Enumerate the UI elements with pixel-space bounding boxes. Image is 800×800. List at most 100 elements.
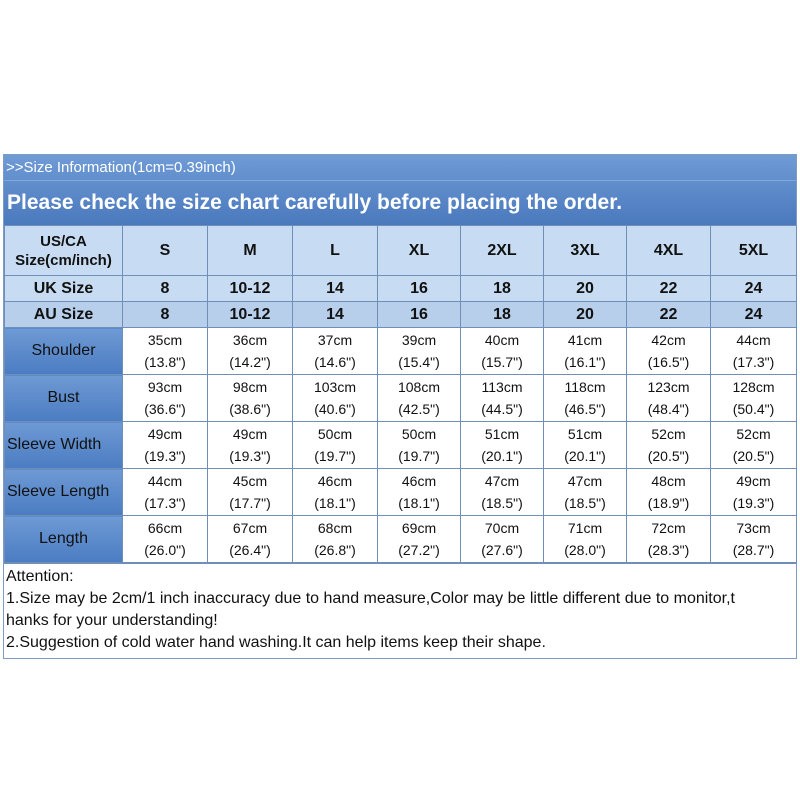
inch-value: (15.7") xyxy=(481,354,523,370)
sleeve-length-cell: 49cm (19.3") xyxy=(710,468,797,516)
inch-value: (16.1") xyxy=(564,354,606,370)
cm-value: 98cm xyxy=(232,379,268,395)
inch-value: (19.3") xyxy=(229,448,271,464)
au-size-value: 10-12 xyxy=(207,301,293,328)
inch-value: (27.6") xyxy=(481,542,523,558)
uk-size-value: 24 xyxy=(710,275,797,302)
cm-value: 47cm xyxy=(484,473,520,489)
cm-value: 50cm xyxy=(401,426,437,442)
size-table: US/CA Size(cm/inch) S M L XL 2XL 3XL 4XL 5XL UK… xyxy=(4,225,797,563)
inch-value: (27.2") xyxy=(398,542,440,558)
cm-value: 128cm xyxy=(732,379,775,395)
cm-value: 118cm xyxy=(564,379,606,395)
shoulder-cell: 41cm (16.1") xyxy=(543,327,627,375)
cm-value: 47cm xyxy=(567,473,603,489)
cm-value: 49cm xyxy=(736,473,771,489)
length-cell: 69cm (27.2") xyxy=(377,515,461,563)
bust-cell: 93cm (36.6") xyxy=(122,374,208,422)
note-accuracy: 1.Size may be 2cm/1 inch inaccuracy due … xyxy=(6,590,735,607)
cm-value: 103cm xyxy=(313,379,357,395)
inch-value: (19.7") xyxy=(314,448,356,464)
au-size-value: 20 xyxy=(543,301,627,328)
sleeve-length-cell: 47cm (18.5") xyxy=(543,468,627,516)
inch-value: (20.1") xyxy=(481,448,523,464)
inch-value: (13.8") xyxy=(144,354,186,370)
cm-value: 70cm xyxy=(484,520,520,536)
size-unit-label: Size(cm/inch) xyxy=(15,251,112,269)
cm-value: 42cm xyxy=(651,332,686,348)
size-chart-header: >>Size Information(1cm=0.39inch) Please … xyxy=(4,155,796,225)
length-row: Length 66cm (26.0") 67cm (26.4") 68cm (26.8") 6… xyxy=(4,515,797,563)
sleeve-width-cell: 51cm (20.1") xyxy=(460,421,544,469)
size-header-s: S xyxy=(122,225,208,276)
sleeve-width-cell: 49cm (19.3") xyxy=(207,421,293,469)
sleeve-width-label: Sleeve Width xyxy=(4,421,123,469)
cm-value: 35cm xyxy=(147,332,183,348)
inch-value: (20.5") xyxy=(732,448,775,464)
sleeve-width-cell: 51cm (20.1") xyxy=(543,421,627,469)
cm-value: 51cm xyxy=(484,426,520,442)
cm-value: 44cm xyxy=(736,332,771,348)
inch-value: (18.5") xyxy=(564,495,606,511)
bust-cell: 103cm (40.6") xyxy=(292,374,378,422)
cm-value: 52cm xyxy=(736,426,771,442)
bust-cell: 123cm (48.4") xyxy=(626,374,711,422)
sleeve-length-cell: 48cm (18.9") xyxy=(626,468,711,516)
cm-value: 46cm xyxy=(401,473,437,489)
inch-value: (16.5") xyxy=(647,354,690,370)
inch-value: (40.6") xyxy=(314,401,356,417)
inch-value: (28.7") xyxy=(732,542,775,558)
sleeve-width-cell: 52cm (20.5") xyxy=(626,421,711,469)
au-size-value: 24 xyxy=(710,301,797,328)
length-cell: 71cm (28.0") xyxy=(543,515,627,563)
au-size-row: AU Size 8 10-12 14 16 18 20 22 24 xyxy=(4,301,797,328)
us-ca-label: US/CA xyxy=(40,232,87,250)
au-size-value: 16 xyxy=(377,301,461,328)
size-header-row: US/CA Size(cm/inch) S M L XL 2XL 3XL 4XL 5XL xyxy=(4,225,797,276)
size-header-corner: US/CA Size(cm/inch) xyxy=(4,225,123,276)
sleeve-length-cell: 47cm (18.5") xyxy=(460,468,544,516)
cm-value: 113cm xyxy=(481,379,523,395)
shoulder-row: Shoulder 35cm (13.8") 36cm (14.2") 37cm (14.6"… xyxy=(4,327,797,375)
cm-value: 48cm xyxy=(651,473,686,489)
inch-value: (26.8") xyxy=(314,542,356,558)
inch-value: (50.4") xyxy=(732,401,775,417)
shoulder-cell: 39cm (15.4") xyxy=(377,327,461,375)
shoulder-cell: 40cm (15.7") xyxy=(460,327,544,375)
length-cell: 70cm (27.6") xyxy=(460,515,544,563)
inch-value: (17.3") xyxy=(732,354,775,370)
inch-value: (26.0") xyxy=(144,542,186,558)
inch-value: (14.2") xyxy=(229,354,271,370)
cm-value: 45cm xyxy=(232,473,268,489)
cm-value: 67cm xyxy=(232,520,268,536)
cm-value: 52cm xyxy=(651,426,686,442)
size-header-l: L xyxy=(292,225,378,276)
cm-value: 68cm xyxy=(317,520,353,536)
inch-value: (20.5") xyxy=(647,448,690,464)
bust-cell: 108cm (42.5") xyxy=(377,374,461,422)
note-accuracy-cont: hanks for your understanding! xyxy=(6,612,218,629)
sleeve-width-row: Sleeve Width 49cm (19.3") 49cm (19.3") 50cm (1… xyxy=(4,421,797,469)
cm-value: 123cm xyxy=(647,379,690,395)
size-header-5xl: 5XL xyxy=(710,225,797,276)
cm-value: 71cm xyxy=(567,520,603,536)
uk-size-value: 18 xyxy=(460,275,544,302)
cm-value: 36cm xyxy=(232,332,268,348)
inch-value: (19.3") xyxy=(144,448,186,464)
note-washing: 2.Suggestion of cold water hand washing.… xyxy=(6,634,546,651)
cm-value: 37cm xyxy=(317,332,353,348)
cm-value: 49cm xyxy=(147,426,183,442)
cm-value: 93cm xyxy=(147,379,183,395)
bust-cell: 113cm (44.5") xyxy=(460,374,544,422)
inch-value: (28.0") xyxy=(564,542,606,558)
length-cell: 72cm (28.3") xyxy=(626,515,711,563)
length-cell: 66cm (26.0") xyxy=(122,515,208,563)
bust-cell: 118cm (46.5") xyxy=(543,374,627,422)
cm-value: 69cm xyxy=(401,520,437,536)
cm-value: 44cm xyxy=(147,473,183,489)
uk-size-value: 20 xyxy=(543,275,627,302)
shoulder-cell: 42cm (16.5") xyxy=(626,327,711,375)
uk-size-row: UK Size 8 10-12 14 16 18 20 22 24 xyxy=(4,275,797,302)
bust-row: Bust 93cm (36.6") 98cm (38.6") 103cm (40.6") 10… xyxy=(4,374,797,422)
inch-value: (26.4") xyxy=(229,542,271,558)
